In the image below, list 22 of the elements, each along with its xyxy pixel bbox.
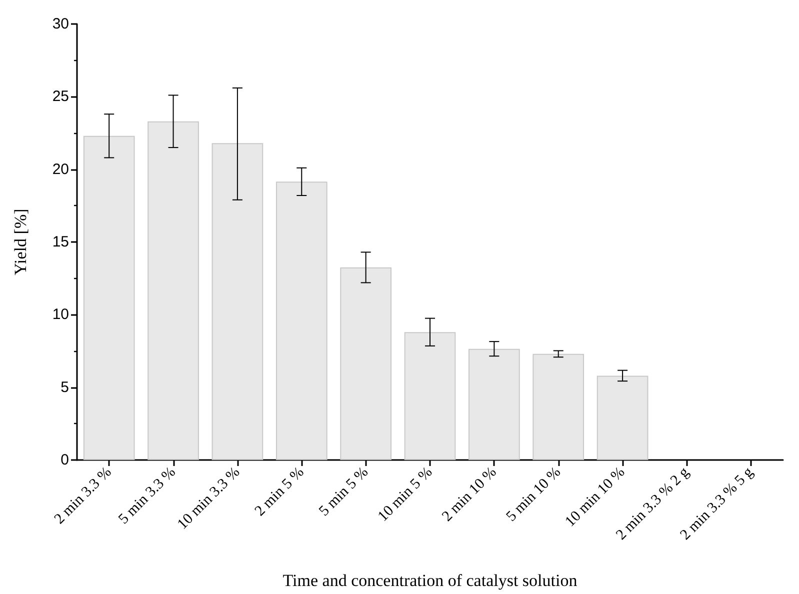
y-tick-label: 30 [52,16,69,32]
y-axis-title: Yield [%] [11,208,30,276]
y-tick-label: 25 [52,88,69,106]
bar [276,182,328,460]
bar [468,348,520,460]
x-tick-label: 2 min 10 % [439,464,500,525]
bar [212,143,264,460]
y-tick-label: 10 [52,306,69,324]
x-tick-label: 5 min 5 % [316,464,372,520]
x-tick-label: 2 min 5 % [252,464,308,520]
bar [404,332,456,460]
x-tick-label: 10 min 5 % [375,464,436,525]
bar [596,376,648,460]
bar [148,121,199,460]
bar [340,267,392,460]
y-tick-label: 15 [52,234,69,250]
y-tick-label: 5 [60,378,69,396]
y-tick-label: 20 [52,160,69,178]
bar [83,136,135,460]
x-axis-title: Time and concentration of catalyst solution [282,571,578,590]
x-tick-label: 5 min 10 % [504,464,564,525]
bar [532,354,584,460]
